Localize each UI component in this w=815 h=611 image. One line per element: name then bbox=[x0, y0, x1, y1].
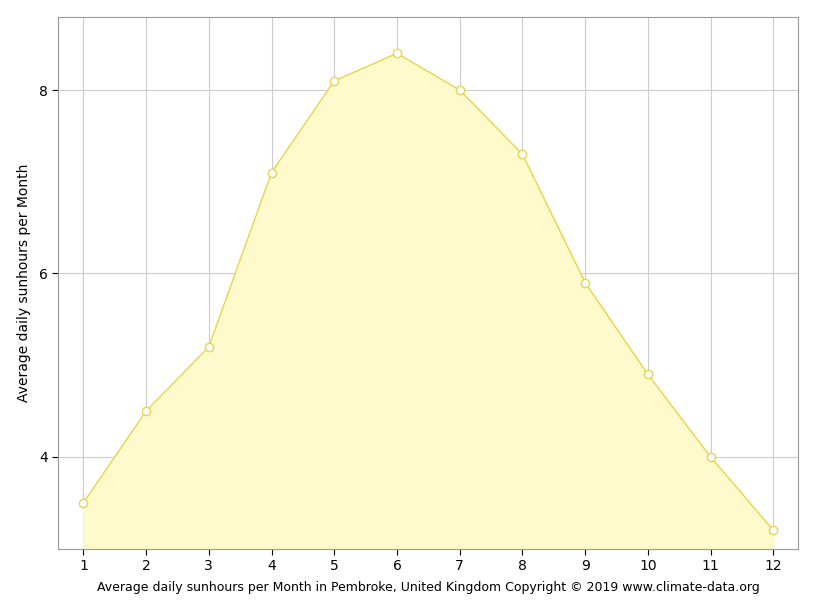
Y-axis label: Average daily sunhours per Month: Average daily sunhours per Month bbox=[16, 163, 31, 402]
X-axis label: Average daily sunhours per Month in Pembroke, United Kingdom Copyright © 2019 ww: Average daily sunhours per Month in Pemb… bbox=[97, 581, 760, 595]
